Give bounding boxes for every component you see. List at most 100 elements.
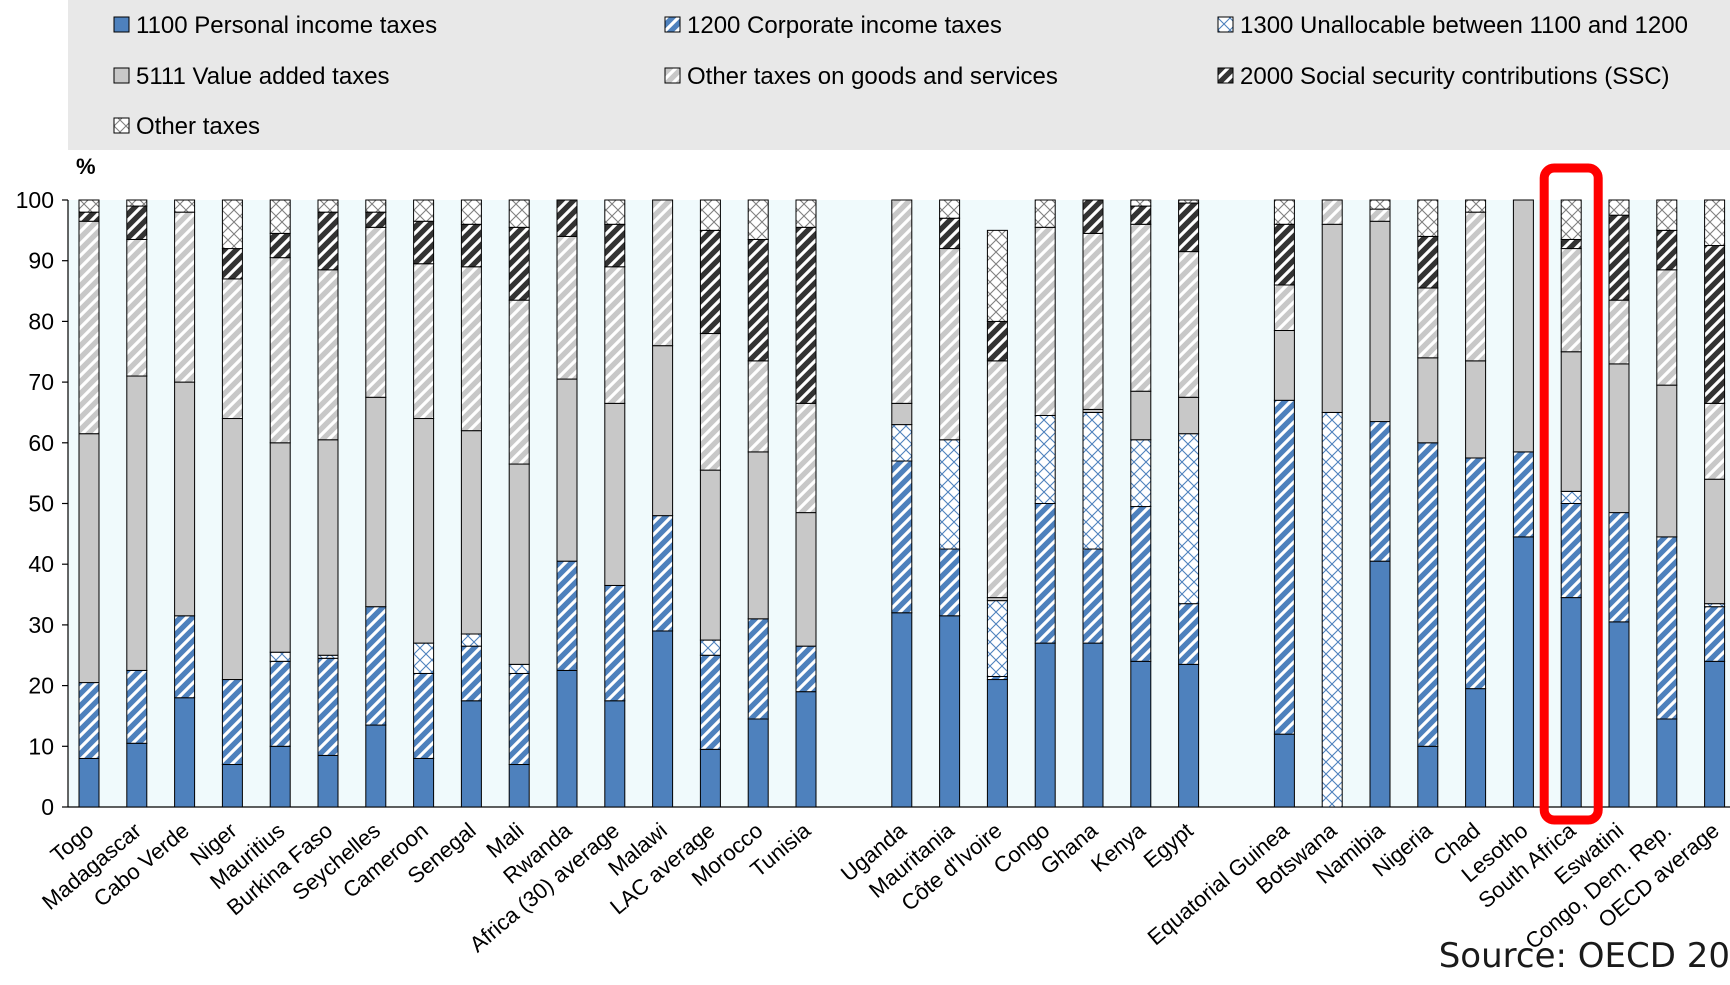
bar-segment xyxy=(269,745,291,808)
bar-segment xyxy=(891,199,913,404)
bar-segment xyxy=(1273,733,1295,808)
bar-segment xyxy=(269,232,291,259)
y-tick-label: 40 xyxy=(28,551,54,577)
bar-segment xyxy=(126,205,148,240)
bar-segment xyxy=(1608,299,1630,365)
bar-stack xyxy=(1608,199,1630,808)
bar-stack xyxy=(891,199,913,808)
legend-label: 5111 Value added taxes xyxy=(136,63,390,90)
bar-segment xyxy=(365,724,387,808)
bar-stack xyxy=(1369,199,1391,808)
bar-segment xyxy=(986,600,1008,677)
bar-stack xyxy=(365,199,387,808)
y-tick-label: 100 xyxy=(16,187,54,213)
y-tick-label: 70 xyxy=(28,369,54,395)
bar-segment xyxy=(699,639,721,656)
bar-segment xyxy=(508,299,530,465)
bar-segment xyxy=(1512,536,1534,808)
legend-swatch xyxy=(1217,16,1234,33)
bar-segment xyxy=(1656,384,1678,538)
bar-segment xyxy=(747,238,769,362)
bar-segment xyxy=(174,211,196,383)
bar-stack xyxy=(1465,199,1487,808)
bar-stack xyxy=(795,199,817,808)
bar-segment xyxy=(1369,421,1391,562)
bar-segment xyxy=(221,248,243,280)
bar-segment xyxy=(413,642,435,674)
legend-item: Other taxes on goods and services xyxy=(664,63,1058,90)
y-tick-label: 30 xyxy=(28,612,54,638)
bar-segment xyxy=(365,606,387,726)
bar-segment xyxy=(126,199,148,207)
bar-segment xyxy=(1465,688,1487,808)
bar-segment xyxy=(699,654,721,750)
bar-segment xyxy=(1082,411,1104,550)
bar-segment xyxy=(174,697,196,808)
bar-segment xyxy=(221,679,243,766)
bar-segment xyxy=(365,199,387,213)
legend-item: 2000 Social security contributions (SSC) xyxy=(1217,63,1670,90)
bar-segment xyxy=(1465,211,1487,362)
bar-segment xyxy=(78,433,100,684)
bar-segment xyxy=(699,199,721,231)
bar-segment xyxy=(986,229,1008,322)
bar-segment xyxy=(1560,597,1582,808)
bar-segment xyxy=(795,645,817,693)
bar-segment xyxy=(126,669,148,744)
bar-stack xyxy=(1512,199,1534,808)
bar-segment xyxy=(1178,396,1200,435)
bar-segment xyxy=(269,199,291,234)
bar-segment xyxy=(939,199,961,219)
bar-segment xyxy=(1369,208,1391,222)
bar-segment xyxy=(508,672,530,766)
bar-segment xyxy=(78,682,100,759)
bar-segment xyxy=(699,333,721,471)
bar-segment xyxy=(1704,478,1726,605)
bar-segment xyxy=(604,223,626,268)
bar-segment xyxy=(939,615,961,808)
bar-segment xyxy=(939,439,961,550)
bar-segment xyxy=(1273,284,1295,332)
bar-stack xyxy=(78,199,100,808)
bar-segment xyxy=(604,402,626,586)
y-tick-label: 50 xyxy=(28,491,54,517)
bar-segment xyxy=(1130,660,1152,808)
bar-segment xyxy=(795,226,817,404)
bar-segment xyxy=(1656,229,1678,271)
bar-segment xyxy=(508,463,530,665)
bar-segment xyxy=(1608,621,1630,808)
bar-stack xyxy=(317,199,339,808)
bar-segment xyxy=(652,630,674,808)
bar-segment xyxy=(460,633,482,647)
y-tick-label: 60 xyxy=(28,430,54,456)
bar-segment xyxy=(1130,223,1152,392)
highlight-box xyxy=(1539,163,1603,825)
bar-stack xyxy=(1656,199,1678,808)
bar-segment xyxy=(747,718,769,808)
bar-segment xyxy=(126,238,148,377)
bar-segment xyxy=(1130,439,1152,508)
legend-item: 5111 Value added taxes xyxy=(113,63,390,90)
bar-segment xyxy=(891,402,913,426)
bar-segment xyxy=(317,754,339,808)
bars xyxy=(78,199,1726,808)
bar-segment xyxy=(1034,414,1056,504)
legend-swatch xyxy=(113,67,130,84)
bar-stack xyxy=(986,229,1008,808)
bar-segment xyxy=(317,211,339,271)
y-tick-label: 0 xyxy=(41,794,54,820)
legend-label: Other taxes xyxy=(136,113,260,140)
y-tick-label: 20 xyxy=(28,673,54,699)
bar-stack xyxy=(413,199,435,808)
y-tick-label: 80 xyxy=(28,308,54,334)
x-tick-label: Egypt xyxy=(1139,818,1198,873)
y-tick-label: 90 xyxy=(28,248,54,274)
bar-segment xyxy=(1369,199,1391,210)
bar-segment xyxy=(1704,660,1726,808)
bar-segment xyxy=(1130,506,1152,662)
bar-segment xyxy=(1178,251,1200,398)
bar-segment xyxy=(1034,199,1056,228)
bar-segment xyxy=(1465,199,1487,213)
bar-segment xyxy=(365,226,387,398)
